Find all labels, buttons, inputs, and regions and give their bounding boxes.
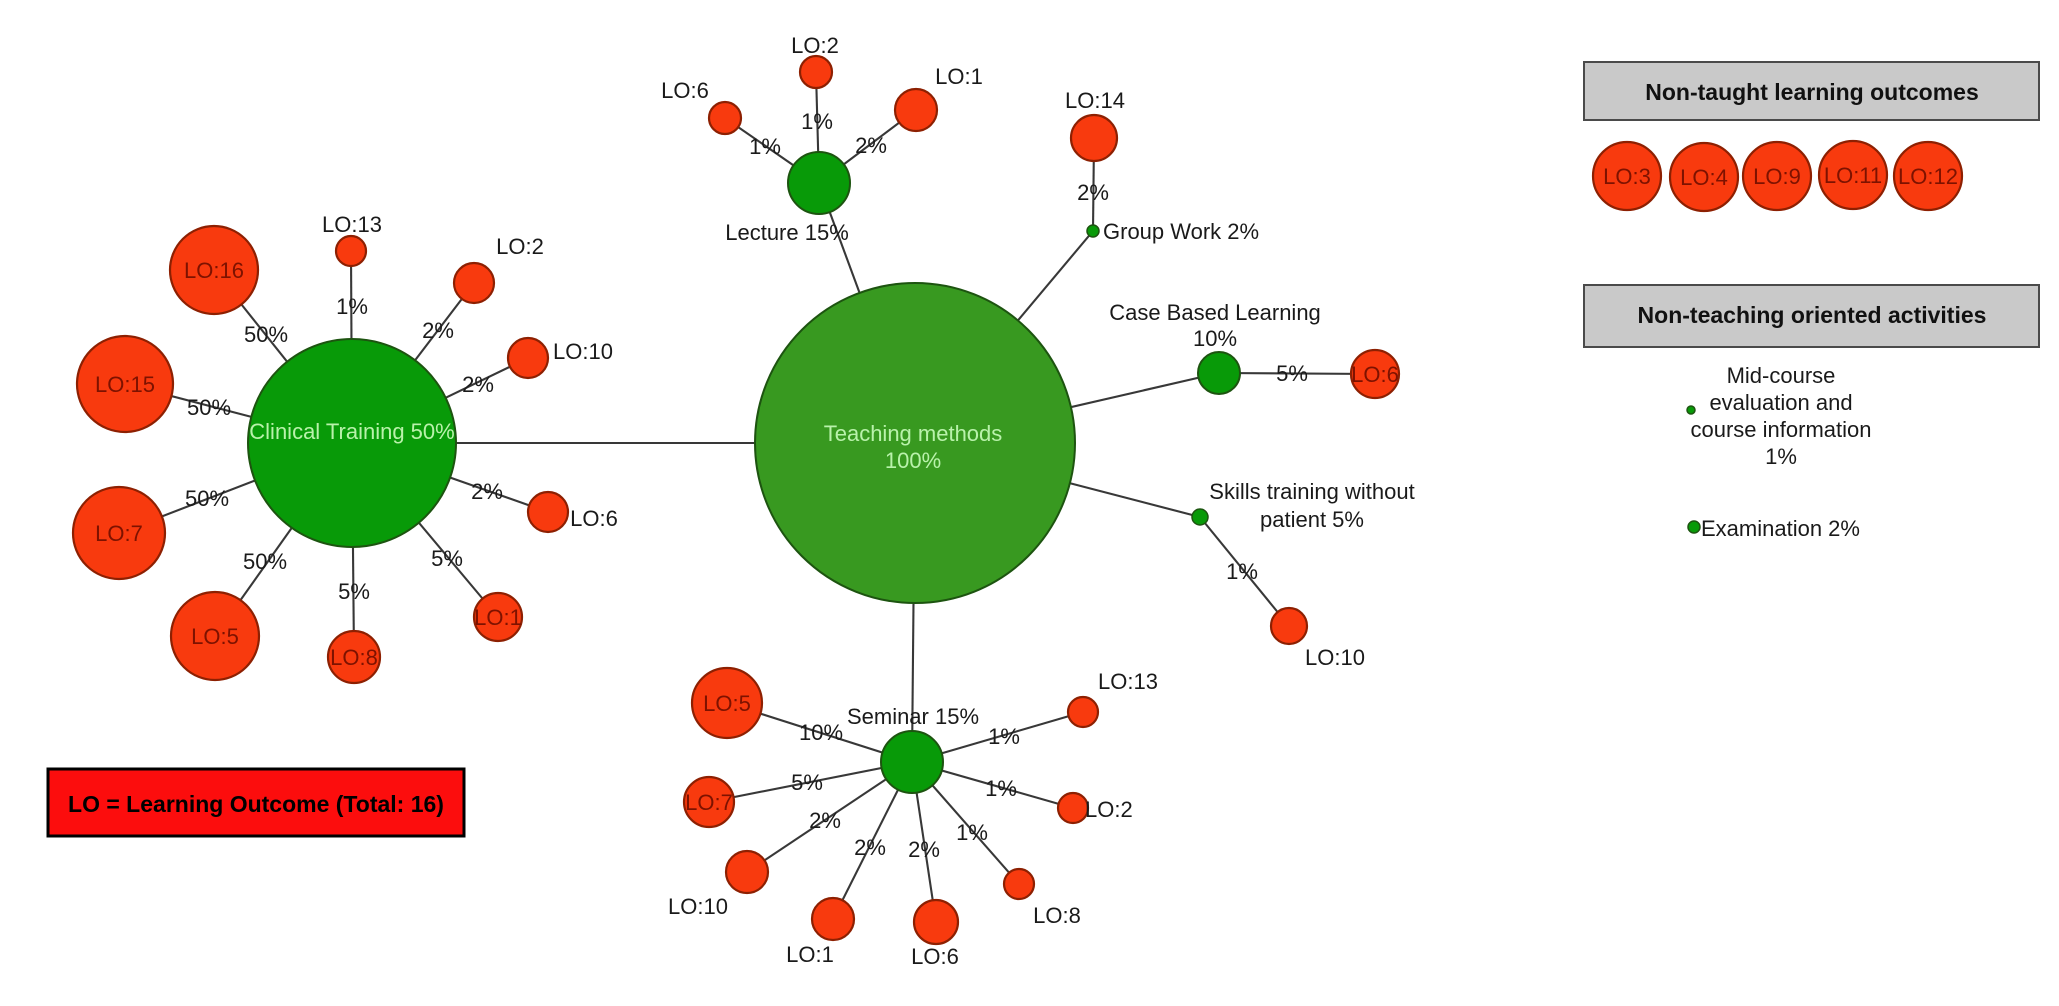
svg-text:2%: 2% <box>854 835 886 860</box>
svg-text:LO:11: LO:11 <box>1824 163 1882 188</box>
svg-text:LO:7: LO:7 <box>95 521 143 546</box>
svg-text:50%: 50% <box>185 486 229 511</box>
svg-text:Skills training without: Skills training without <box>1209 479 1414 504</box>
svg-text:1%: 1% <box>985 776 1017 801</box>
svg-text:LO:8: LO:8 <box>330 645 378 670</box>
svg-text:LO:8: LO:8 <box>1033 903 1081 928</box>
svg-text:2%: 2% <box>908 837 940 862</box>
svg-text:1%: 1% <box>801 109 833 134</box>
svg-text:2%: 2% <box>809 808 841 833</box>
svg-text:LO:2: LO:2 <box>791 33 839 58</box>
svg-text:1%: 1% <box>988 724 1020 749</box>
svg-text:2%: 2% <box>855 133 887 158</box>
svg-text:Mid-course: Mid-course <box>1727 363 1836 388</box>
svg-text:5%: 5% <box>338 579 370 604</box>
svg-text:LO:5: LO:5 <box>703 691 751 716</box>
svg-text:1%: 1% <box>1226 559 1258 584</box>
svg-text:50%: 50% <box>187 395 231 420</box>
svg-text:LO:1: LO:1 <box>935 64 983 89</box>
svg-text:LO:15: LO:15 <box>95 372 155 397</box>
svg-text:Group Work 2%: Group Work 2% <box>1103 219 1259 244</box>
svg-text:LO:6: LO:6 <box>570 506 618 531</box>
svg-text:Non-teaching oriented activiti: Non-teaching oriented activities <box>1638 302 1987 328</box>
svg-text:LO:10: LO:10 <box>668 894 728 919</box>
svg-text:Seminar 15%: Seminar 15% <box>847 704 979 729</box>
svg-text:Teaching methods: Teaching methods <box>824 421 1003 446</box>
svg-text:50%: 50% <box>243 549 287 574</box>
svg-text:Lecture 15%: Lecture 15% <box>725 220 849 245</box>
svg-text:10%: 10% <box>1193 326 1237 351</box>
svg-text:2%: 2% <box>471 479 503 504</box>
svg-text:LO:1: LO:1 <box>474 605 522 630</box>
svg-text:100%: 100% <box>885 448 941 473</box>
svg-text:50%: 50% <box>244 322 288 347</box>
svg-text:LO:9: LO:9 <box>1753 164 1801 189</box>
svg-text:evaluation and: evaluation and <box>1709 390 1852 415</box>
svg-text:5%: 5% <box>791 770 823 795</box>
svg-text:1%: 1% <box>1765 444 1797 469</box>
svg-text:1%: 1% <box>749 134 781 159</box>
svg-text:Clinical Training 50%: Clinical Training 50% <box>249 419 454 444</box>
svg-text:Case Based Learning: Case Based Learning <box>1109 300 1321 325</box>
svg-text:LO:3: LO:3 <box>1603 164 1651 189</box>
svg-text:LO:12: LO:12 <box>1898 164 1958 189</box>
svg-text:1%: 1% <box>336 294 368 319</box>
svg-text:patient 5%: patient 5% <box>1260 507 1364 532</box>
svg-text:2%: 2% <box>462 372 494 397</box>
svg-text:LO:6: LO:6 <box>1351 362 1399 387</box>
svg-text:1%: 1% <box>956 820 988 845</box>
svg-text:2%: 2% <box>422 318 454 343</box>
svg-text:LO:14: LO:14 <box>1065 88 1125 113</box>
svg-text:10%: 10% <box>799 720 843 745</box>
svg-text:LO:4: LO:4 <box>1680 165 1728 190</box>
svg-text:2%: 2% <box>1077 180 1109 205</box>
svg-text:LO:10: LO:10 <box>553 339 613 364</box>
svg-text:LO:10: LO:10 <box>1305 645 1365 670</box>
svg-text:LO:7: LO:7 <box>685 790 733 815</box>
svg-text:LO:5: LO:5 <box>191 624 239 649</box>
svg-text:LO:13: LO:13 <box>1098 669 1158 694</box>
svg-text:5%: 5% <box>1276 361 1308 386</box>
svg-text:LO:13: LO:13 <box>322 212 382 237</box>
svg-text:LO:6: LO:6 <box>911 944 959 969</box>
svg-text:Non-taught learning outcomes: Non-taught learning outcomes <box>1645 79 1979 105</box>
svg-text:LO:1: LO:1 <box>786 942 834 967</box>
svg-text:LO:2: LO:2 <box>496 234 544 259</box>
svg-text:LO:2: LO:2 <box>1085 797 1133 822</box>
svg-text:LO:6: LO:6 <box>661 78 709 103</box>
svg-text:5%: 5% <box>431 546 463 571</box>
svg-text:LO = Learning Outcome (Total:: LO = Learning Outcome (Total: 16) <box>68 791 444 817</box>
svg-text:Examination 2%: Examination 2% <box>1701 516 1860 541</box>
svg-text:course information: course information <box>1691 417 1872 442</box>
svg-text:LO:16: LO:16 <box>184 258 244 283</box>
